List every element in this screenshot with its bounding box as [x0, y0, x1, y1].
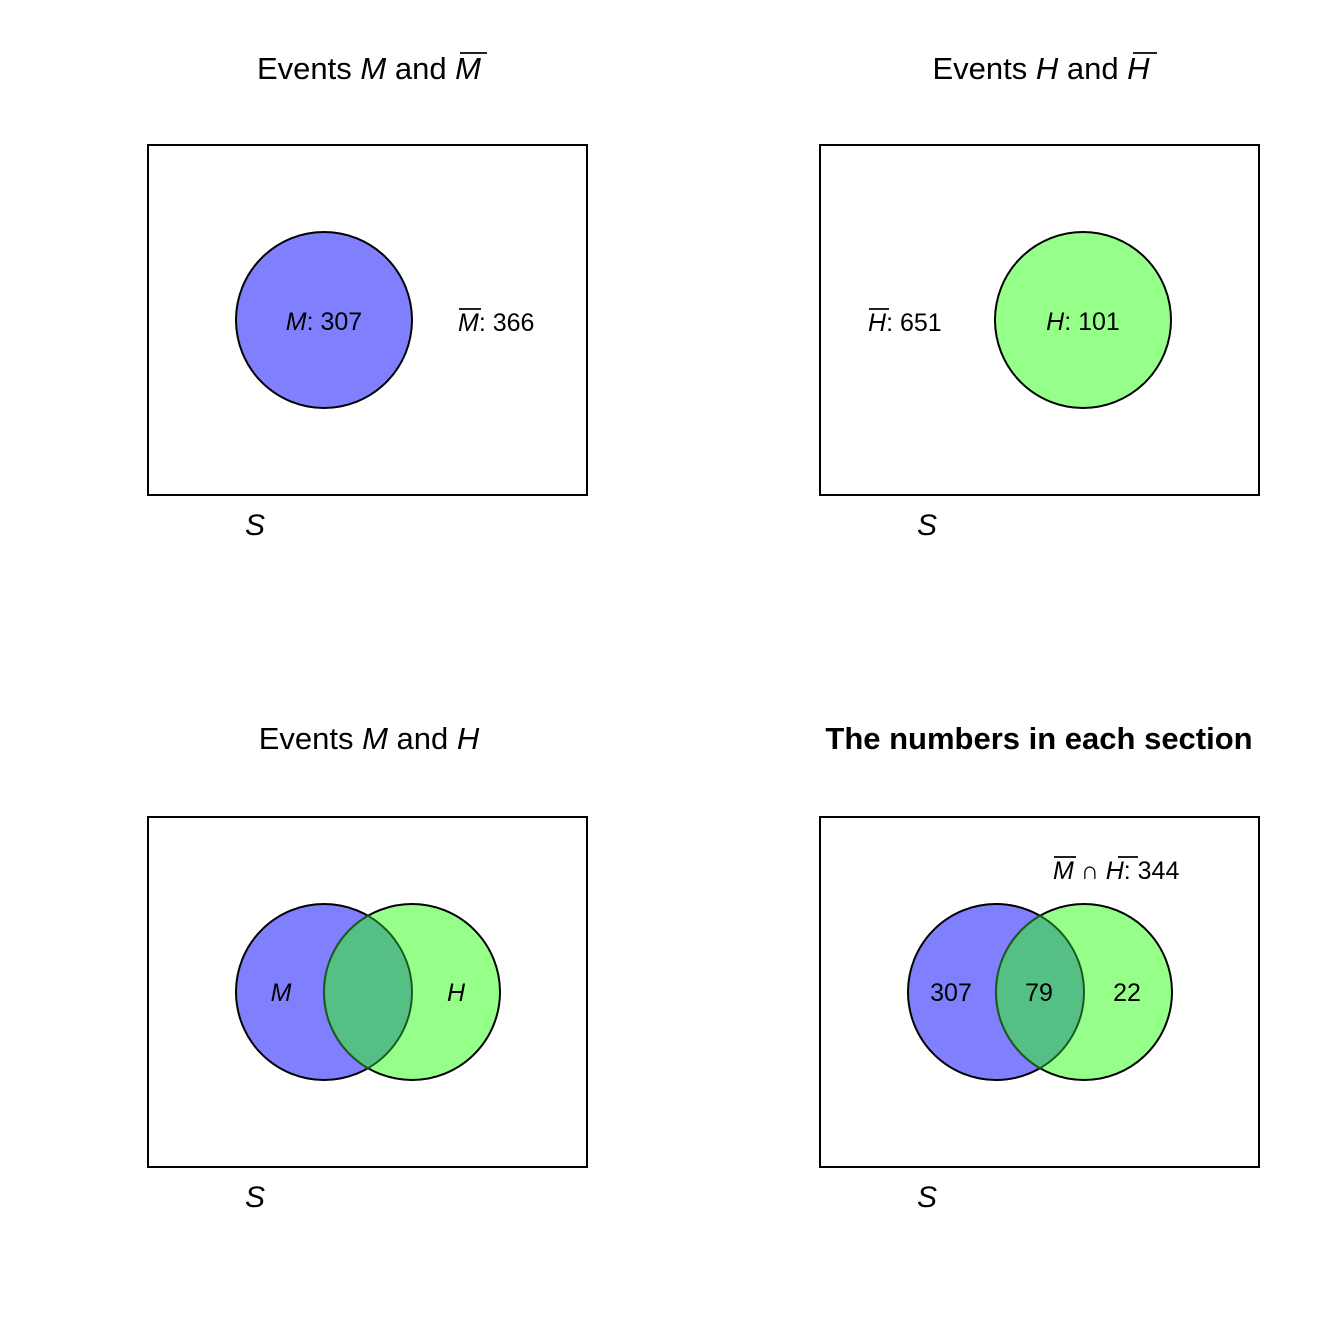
sample-space-label: S: [917, 1181, 937, 1214]
m-arc-inside-h: [995, 914, 1041, 1070]
panel-numbers-in-each-section: The numbers in each section 307 79 22 M …: [819, 721, 1260, 1214]
m-arc-inside-h: [323, 914, 369, 1070]
sample-space-label: S: [917, 509, 937, 542]
event-m-circle: [235, 231, 413, 409]
sample-space-label: S: [245, 509, 265, 542]
panel-title: The numbers in each section: [825, 721, 1252, 756]
event-h-count-label: H: 101: [1046, 308, 1120, 336]
intersection-region: [996, 904, 1084, 1080]
neither-count-label: M ∩ H: 344: [1053, 857, 1179, 885]
event-m-count-label: M: 307: [286, 308, 362, 336]
panel-title: Events M and H: [259, 721, 480, 756]
h-arc-inside-m: [367, 914, 413, 1070]
h-arc-inside-m: [1039, 914, 1085, 1070]
sample-space-rect: [147, 816, 588, 1168]
intersection-count: 79: [1025, 979, 1053, 1007]
panel-events-h-and-not-h: Events H and H H: 651 H: 101 S: [819, 51, 1260, 542]
panel-events-m-and-h: Events M and H M H S: [147, 721, 588, 1214]
panel-events-m-and-not-m: Events M and M M: 307 M: 366 S: [147, 51, 588, 542]
sample-space-rect: [819, 816, 1260, 1168]
sample-space-rect: [819, 144, 1260, 496]
m-only-count: 307: [930, 979, 972, 1007]
panel-title: Events M and M: [257, 51, 481, 86]
panel-title: Events H and H: [932, 51, 1150, 86]
title-complement-symbol: M: [455, 51, 481, 86]
event-h-label: H: [447, 979, 466, 1007]
event-h-circle: [994, 231, 1172, 409]
intersection-region: [324, 904, 412, 1080]
title-complement-symbol: H: [1127, 51, 1150, 86]
h-only-count: 22: [1113, 979, 1141, 1007]
sample-space-label: S: [245, 1181, 265, 1214]
event-not-h-count-label: H: 651: [868, 309, 942, 337]
event-m-label: M: [271, 979, 292, 1007]
event-not-m-count-label: M: 366: [458, 309, 534, 337]
sample-space-rect: [147, 144, 588, 496]
